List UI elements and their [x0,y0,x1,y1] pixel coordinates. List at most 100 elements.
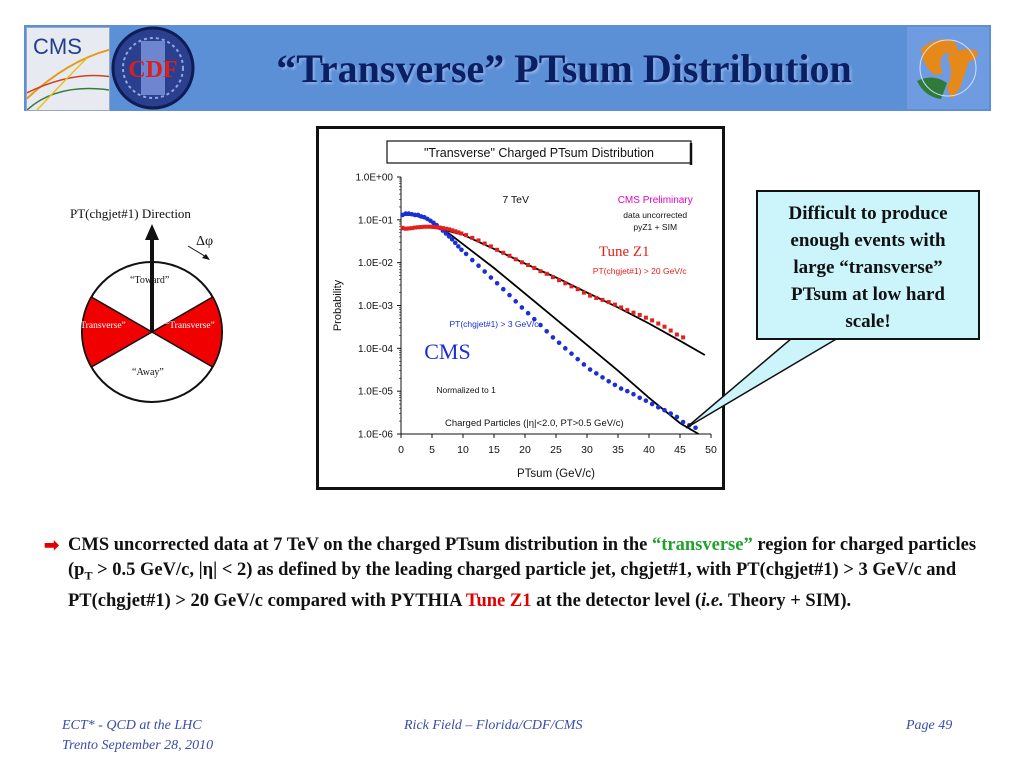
data-point-red [476,238,481,243]
cdf-logo-text: CDF [128,57,177,83]
data-point-red [581,290,586,295]
data-point-red [513,257,518,262]
data-point-red [447,227,452,232]
y-tick-label: 1.0E-01 [358,215,393,226]
x-tick-label: 15 [488,444,500,456]
annotation-uncorrected: data uncorrected [623,210,687,220]
data-point-blue [587,367,593,372]
cdf-logo: CDF [110,25,196,111]
data-point-blue [494,280,500,286]
data-point-blue [532,316,537,322]
data-point-blue [693,425,698,431]
data-point-red [409,226,414,231]
data-point-red [631,310,636,315]
x-tick-label: 0 [398,444,404,456]
cms-logo-graphic [27,48,109,110]
annotation-low-cut: PT(chgjet#1) > 3 GeV/c [449,319,539,329]
data-point-red [619,305,624,310]
data-point-blue [625,388,630,394]
data-point-blue [662,407,667,413]
bullet-paragraph: ➡ CMS uncorrected data at 7 TeV on the c… [44,533,994,614]
page-title: “Transverse” PTsum Distribution [276,46,852,91]
data-point-red [532,266,537,271]
chart-title: "Transverse" Charged PTsum Distribution [424,146,654,160]
y-tick-label: 1.0E-05 [358,387,393,398]
ptsum-chart: "Transverse" Charged PTsum Distribution 1… [332,140,717,480]
x-tick-label: 45 [674,444,686,456]
footer-event: ECT* - QCD at the LHC [62,718,202,733]
data-point-blue [507,292,512,298]
data-point-red [406,226,411,231]
bullet-part1: CMS uncorrected data at 7 TeV on the cha… [68,535,652,555]
data-point-blue [581,362,587,367]
data-point-blue [643,398,649,403]
delta-phi-arrowhead [202,254,210,260]
data-point-blue [449,237,455,242]
data-point-red [456,230,461,235]
data-point-red [431,225,436,230]
x-tick-label: 5 [429,444,435,456]
data-point-red [400,225,405,230]
x-tick-label: 30 [581,444,593,456]
data-point-red [419,225,424,230]
slide-header: CMS CDF “Transverse” PTsum Distribution [24,25,991,111]
data-point-red [440,226,445,231]
x-tick-label: 25 [550,444,562,456]
data-point-blue [575,356,580,362]
footer-page: Page 49 [906,718,953,733]
data-point-red [416,225,421,230]
data-point-blue [476,263,481,268]
data-point-red [443,226,448,231]
x-tick-label: 50 [705,444,717,456]
transverse-left-sector [81,295,154,369]
data-point-red [606,300,611,305]
arrow-right-icon: ➡ [44,535,60,555]
data-point-blue [550,335,556,340]
jet-direction-arrowhead [145,224,159,240]
toward-label: “Toward” [130,275,170,286]
annotation-energy: 7 TeV [502,194,529,206]
y-tick-label: 1.0E-02 [358,258,393,269]
data-point-red [459,231,464,236]
data-point-blue [563,346,568,351]
x-axis-label: PTsum (GeV/c) [517,468,595,480]
data-point-blue [452,240,458,246]
data-point-blue [488,275,494,280]
florida-logo [907,27,989,109]
data-point-red [625,308,630,313]
data-point-red [538,269,543,274]
data-point-red [437,225,442,230]
data-point-blue [606,378,611,384]
data-point-blue [612,382,618,388]
phi-region-diagram: PT(chgjet#1) Direction “Toward” “Transve… [70,200,250,420]
x-tick-label: 10 [457,444,469,456]
florida-logo-graphic [917,39,978,99]
annotation-high-cut: PT(chgjet#1) > 20 GeV/c [593,266,688,276]
annotation-tune: Tune Z1 [599,244,650,260]
away-label: “Away” [132,367,164,378]
data-point-blue [569,351,574,356]
data-point-red [412,225,417,230]
data-point-red [482,241,487,246]
data-point-red [544,271,549,276]
data-point-blue [482,269,487,274]
callout-text: Difficult to produce enough events with … [788,203,948,332]
y-tick-label: 1.0E+00 [355,173,393,184]
annotation-cms: CMS [424,339,470,364]
data-point-blue [649,401,655,407]
data-point-red [650,318,655,323]
data-point-red [470,235,475,240]
data-point-red [668,328,673,333]
cms-logo: CMS [26,27,110,111]
data-point-blue [618,386,624,391]
x-tick-label: 40 [643,444,655,456]
bullet-transverse-highlight: “transverse” [652,535,753,555]
data-point-blue [513,299,518,304]
annotation-particles: Charged Particles (|η|<2.0, PT>0.5 GeV/c… [445,418,624,429]
annotation-normalized: Normalized to 1 [436,385,496,395]
data-point-red [612,302,617,307]
data-point-blue [637,395,642,401]
data-point-red [507,253,512,258]
theory-curve [401,214,700,435]
data-point-red [526,263,531,268]
